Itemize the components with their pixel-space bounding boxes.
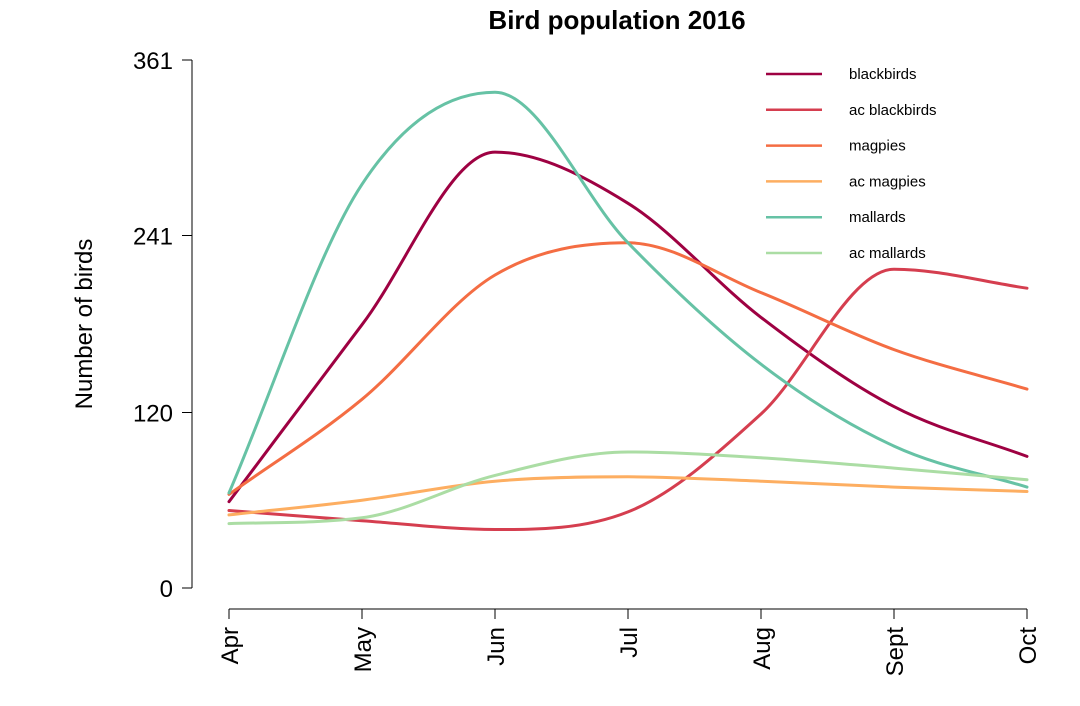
legend-label: ac blackbirds <box>849 102 937 119</box>
y-tick-label: 361 <box>133 48 173 75</box>
series-line-blackbirds <box>227 150 1029 504</box>
y-axis: 0 120 241 361 <box>133 48 193 603</box>
y-tick-label: 0 <box>160 576 173 603</box>
legend-label: blackbirds <box>849 66 917 83</box>
legend: blackbirds ac blackbirds magpies ac magpies… <box>766 66 937 262</box>
plot-lines <box>227 90 1029 531</box>
legend-label: mallards <box>849 209 906 226</box>
x-tick-label: Aug <box>749 627 776 670</box>
x-tick-label: Apr <box>217 627 244 664</box>
legend-label: ac mallards <box>849 245 926 262</box>
x-tick-label: May <box>350 627 377 672</box>
legend-label: magpies <box>849 138 906 155</box>
x-tick-label: Jun <box>483 627 510 666</box>
legend-label: ac magpies <box>849 173 926 190</box>
y-tick-label: 120 <box>133 400 173 427</box>
series-line-mallards <box>227 90 1029 495</box>
x-tick-label: Jul <box>616 627 643 658</box>
chart-title: Bird population 2016 <box>488 5 745 35</box>
series-line-ac-mallards <box>227 450 1029 526</box>
y-tick-label: 241 <box>133 224 173 251</box>
x-axis: Apr May Jun Jul Aug Sept Oct <box>217 608 1042 677</box>
series-line-magpies <box>227 241 1029 496</box>
series-line-ac-magpies <box>227 475 1029 517</box>
series-line-ac-blackbirds <box>227 267 1029 531</box>
y-axis-label: Number of birds <box>71 239 98 410</box>
x-tick-label: Sept <box>882 627 909 677</box>
x-tick-label: Oct <box>1015 627 1042 665</box>
